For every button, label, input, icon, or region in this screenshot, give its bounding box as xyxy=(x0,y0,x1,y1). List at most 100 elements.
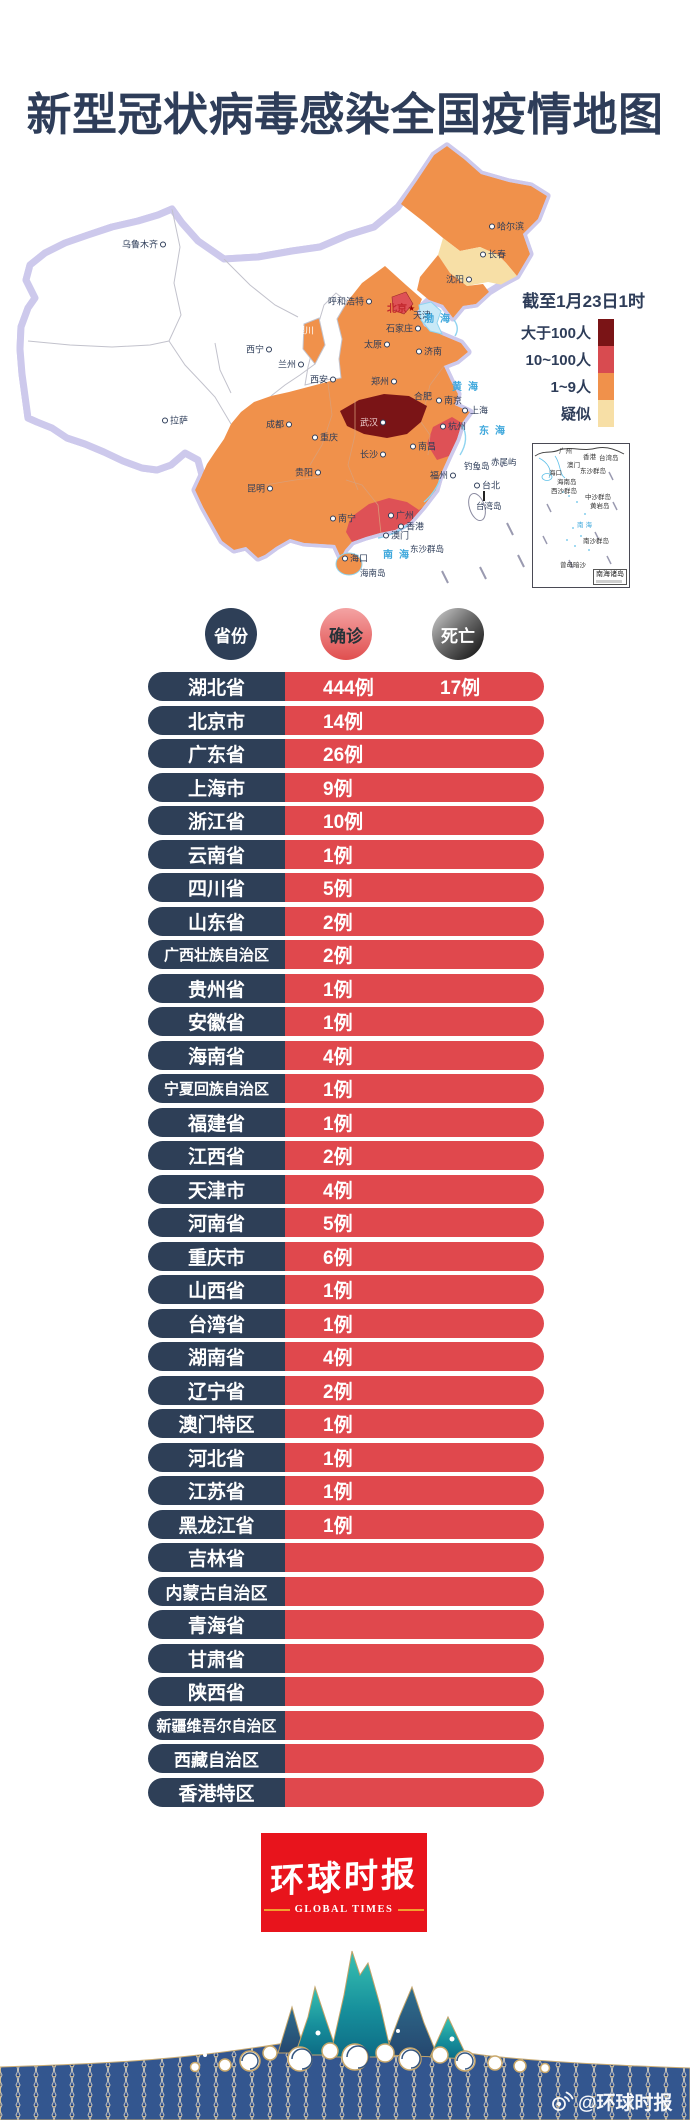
inset-scale-bar xyxy=(596,580,622,583)
city-label: 杭州 xyxy=(438,422,466,432)
legend-label: 10~100人 xyxy=(525,352,591,369)
province-cell: 青海省 xyxy=(148,1610,285,1639)
inset-label: 东沙群岛 xyxy=(580,468,606,475)
coast-accents xyxy=(377,319,467,539)
bohai-sea xyxy=(418,301,443,335)
logo-english-row: GLOBAL TIMES xyxy=(263,1904,425,1915)
header-circle-province: 省份 xyxy=(205,608,257,660)
city-marker xyxy=(398,523,404,530)
table-row: 新疆维吾尔自治区 xyxy=(148,1710,544,1740)
city-marker xyxy=(462,407,468,414)
province-name: 广西壮族自治区 xyxy=(163,947,269,964)
china-epidemic-map: 截至1月23日1时 大于100人 10~100人 1~9人 疑似 乌鲁木齐 哈尔滨 长春沈… xyxy=(0,135,690,600)
table-row: 内蒙古自治区 xyxy=(148,1576,544,1606)
province-cell: 重庆市 xyxy=(148,1241,285,1271)
city-label: 成都 xyxy=(266,420,294,430)
weibo-watermark: @环球时报 xyxy=(550,2088,673,2115)
sea-label: 南海 xyxy=(383,550,415,561)
foam-dots xyxy=(203,2029,532,2057)
island-label: 东沙群岛 xyxy=(410,543,445,554)
values-cell xyxy=(285,1610,544,1639)
values-cell: 1例 xyxy=(285,1476,544,1505)
province-name: 四川省 xyxy=(187,879,245,900)
values-cell: 4例 xyxy=(285,1040,544,1070)
province-name: 云南省 xyxy=(187,845,245,867)
legend-swatch xyxy=(598,319,614,346)
table-row: 云南省 1例 xyxy=(148,839,544,869)
confirmed-value: 6例 xyxy=(323,1247,353,1269)
city-marker xyxy=(436,397,442,404)
province-name: 澳门特区 xyxy=(178,1415,255,1436)
table-row: 四川省 5例 xyxy=(148,873,544,902)
city-marker xyxy=(267,485,274,492)
table-row: 宁夏回族自治区 1例 xyxy=(148,1074,544,1103)
city-marker xyxy=(298,361,305,368)
province-name: 陕西省 xyxy=(187,1683,245,1704)
values-cell: 2例 xyxy=(285,940,544,969)
values-cell: 1例 xyxy=(285,1509,544,1539)
table-row: 甘肃省 xyxy=(148,1643,544,1673)
diaoyu-dot xyxy=(476,467,480,471)
city-marker xyxy=(286,421,293,428)
province-name: 福建省 xyxy=(187,1113,245,1135)
table-row: 香港特区 xyxy=(148,1777,544,1807)
confirmed-value: 1例 xyxy=(323,1448,353,1470)
east-internal-borders xyxy=(264,365,445,535)
province-name: 浙江省 xyxy=(187,812,245,833)
table-row: 重庆市 6例 xyxy=(148,1241,544,1271)
city-marker xyxy=(440,423,446,430)
region-jilin xyxy=(438,238,517,286)
province-name: 黑龙江省 xyxy=(178,1515,255,1537)
city-marker xyxy=(388,512,394,519)
china-map-svg xyxy=(16,142,551,584)
province-cell: 天津市 xyxy=(148,1174,285,1204)
city-label: 济南 xyxy=(414,347,442,357)
province-name: 安徽省 xyxy=(187,1013,245,1034)
values-cell xyxy=(285,1643,544,1673)
legend-label: 1~9人 xyxy=(550,379,591,396)
values-cell: 1例 xyxy=(285,1074,544,1103)
province-cell: 内蒙古自治区 xyxy=(148,1576,285,1606)
city-label: 沈阳 xyxy=(446,275,474,285)
inset-title: 南海诸岛 xyxy=(596,571,624,579)
inset-label: 南沙群岛 xyxy=(583,538,609,545)
province-name: 宁夏回族自治区 xyxy=(163,1081,269,1098)
confirmed-value: 2例 xyxy=(323,1147,353,1168)
city-marker xyxy=(383,532,389,539)
province-name: 新疆维吾尔自治区 xyxy=(156,1717,277,1735)
city-label: 澳门 xyxy=(381,531,409,541)
province-name: 台湾省 xyxy=(187,1314,245,1336)
city-label: 广州 xyxy=(386,511,414,521)
province-cell: 西藏自治区 xyxy=(148,1744,285,1773)
table-row: 北京市 14例 xyxy=(148,705,544,735)
wave-curls xyxy=(241,2045,474,2070)
logo-chinese-text: 环球时报 xyxy=(269,1855,419,1901)
city-label: 西安 xyxy=(310,375,338,385)
confirmed-value: 1例 xyxy=(323,1113,353,1135)
province-name: 湖南省 xyxy=(187,1348,245,1369)
province-name: 重庆市 xyxy=(187,1247,245,1269)
legend-rows: 大于100人 10~100人 1~9人 疑似 xyxy=(521,319,591,427)
table-row: 贵州省 1例 xyxy=(148,973,544,1003)
inset-label: 香港 xyxy=(583,454,596,461)
values-cell: 444例 17例 xyxy=(285,672,544,701)
province-cell: 海南省 xyxy=(148,1040,285,1070)
island-label: 海南岛 xyxy=(360,567,386,578)
city-marker xyxy=(489,223,495,230)
weibo-icon xyxy=(552,2091,574,2111)
values-cell: 1例 xyxy=(285,973,544,1003)
city-label: 哈尔滨 xyxy=(487,222,524,232)
table-row: 山东省 2例 xyxy=(148,906,544,936)
island-label: 台湾岛 xyxy=(476,500,502,511)
legend-bar xyxy=(598,319,614,427)
chiwei-dot xyxy=(500,464,504,468)
table-row: 浙江省 10例 xyxy=(148,806,544,835)
table-row: 黑龙江省 1例 xyxy=(148,1509,544,1539)
city-label: 兰州 xyxy=(278,360,306,370)
province-cell: 辽宁省 xyxy=(148,1375,285,1405)
province-cell: 宁夏回族自治区 xyxy=(148,1074,285,1103)
city-label: 海口 xyxy=(340,554,368,564)
confirmed-value: 10例 xyxy=(323,812,364,833)
province-name: 甘肃省 xyxy=(187,1649,245,1671)
city-label: 贵阳 xyxy=(295,468,323,478)
